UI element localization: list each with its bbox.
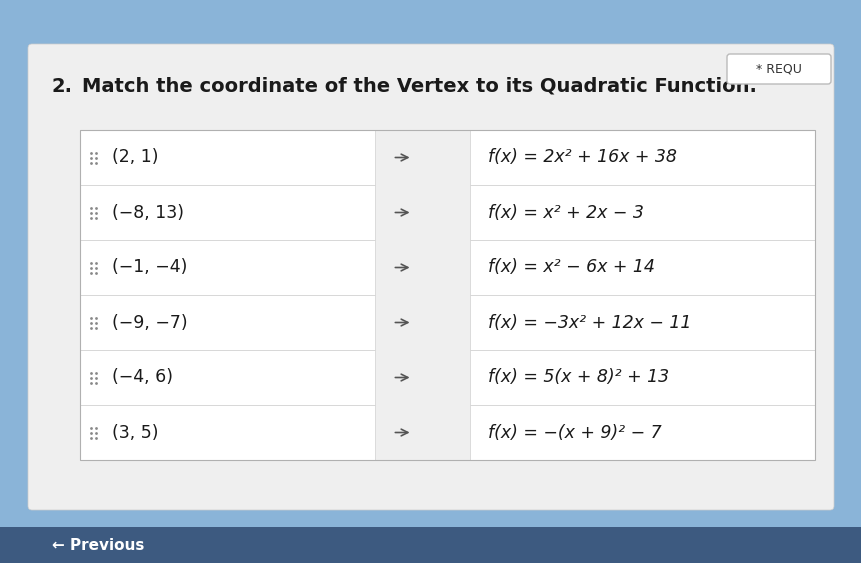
Bar (80, 185, 375, 240)
Bar (469, 405, 814, 460)
Bar (80, 130, 814, 460)
Bar (469, 350, 814, 405)
Text: f(x) = 5(x + 8)² + 13: f(x) = 5(x + 8)² + 13 (487, 369, 668, 387)
FancyBboxPatch shape (28, 44, 833, 510)
Text: ← Previous: ← Previous (52, 538, 144, 552)
Bar (80, 350, 375, 405)
Text: * REQU: * REQU (755, 62, 801, 75)
Text: (−9, −7): (−9, −7) (112, 314, 188, 332)
Bar (469, 240, 814, 295)
Text: f(x) = −3x² + 12x − 11: f(x) = −3x² + 12x − 11 (487, 314, 691, 332)
FancyBboxPatch shape (726, 54, 830, 84)
Bar (80, 295, 375, 350)
Text: (−8, 13): (−8, 13) (112, 203, 183, 221)
Bar (80, 130, 375, 185)
Text: 2.: 2. (52, 77, 73, 96)
Bar (80, 240, 375, 295)
Bar (80, 405, 375, 460)
Text: f(x) = −(x + 9)² − 7: f(x) = −(x + 9)² − 7 (487, 423, 661, 441)
Bar (469, 295, 814, 350)
Text: (−4, 6): (−4, 6) (112, 369, 173, 387)
Bar (469, 185, 814, 240)
Text: f(x) = x² − 6x + 14: f(x) = x² − 6x + 14 (487, 258, 654, 276)
Text: (2, 1): (2, 1) (112, 149, 158, 167)
Text: (3, 5): (3, 5) (112, 423, 158, 441)
Bar (0, 527, 861, 563)
Text: f(x) = 2x² + 16x + 38: f(x) = 2x² + 16x + 38 (487, 149, 676, 167)
Text: f(x) = x² + 2x − 3: f(x) = x² + 2x − 3 (487, 203, 643, 221)
Text: (−1, −4): (−1, −4) (112, 258, 187, 276)
Text: Match the coordinate of the Vertex to its Quadratic Function.: Match the coordinate of the Vertex to it… (82, 77, 756, 96)
Bar (469, 130, 814, 185)
